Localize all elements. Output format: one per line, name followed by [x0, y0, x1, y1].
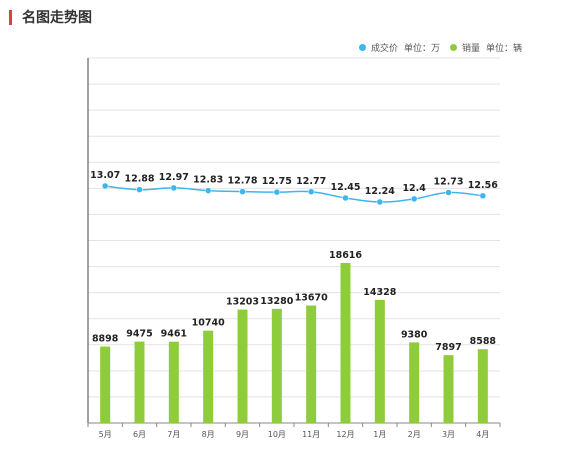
- sales-value-label: 13203: [226, 297, 259, 308]
- price-value-label: 12.88: [124, 174, 154, 185]
- legend-dot-price-icon: [358, 44, 366, 51]
- x-tick-label: 6月: [133, 430, 146, 439]
- sales-bar: [409, 342, 420, 423]
- legend-unit-sales: 单位：辆: [485, 44, 522, 54]
- price-value-label: 12.97: [159, 172, 189, 183]
- title-accent-bar: [9, 9, 12, 25]
- sales-value-label: 14328: [363, 287, 396, 298]
- chart-legend: 成交价 单位：万 销量 单位：辆: [349, 41, 522, 54]
- price-point: [410, 195, 418, 203]
- sales-value-label: 7897: [435, 342, 461, 353]
- x-tick-label: 2月: [408, 430, 421, 439]
- sales-bar: [443, 355, 454, 423]
- x-tick-label: 10月: [268, 430, 286, 439]
- price-point: [239, 188, 246, 195]
- price-value-label: 12.24: [365, 186, 395, 197]
- price-value-label: 12.73: [433, 177, 463, 188]
- sales-bar: [374, 299, 385, 423]
- sales-bar: [477, 349, 488, 423]
- price-value-label: 12.75: [262, 176, 292, 187]
- chart-header: 名图走势图: [9, 8, 92, 26]
- sales-value-label: 9380: [401, 329, 428, 340]
- sales-value-label: 13670: [295, 293, 328, 304]
- price-point: [273, 188, 281, 196]
- x-tick-label: 9月: [236, 430, 249, 439]
- x-tick-label: 3月: [442, 430, 455, 439]
- legend-unit-price: 单位：万: [403, 44, 440, 54]
- sales-value-label: 8588: [470, 336, 497, 347]
- sales-bar: [100, 346, 111, 423]
- sales-bar: [203, 330, 214, 423]
- price-point: [307, 188, 315, 196]
- x-tick-label: 11月: [302, 430, 320, 439]
- price-value-label: 13.07: [90, 170, 120, 181]
- sales-bar: [237, 309, 248, 423]
- price-point: [170, 184, 178, 192]
- price-value-label: 12.77: [296, 176, 326, 187]
- sales-value-label: 13280: [260, 296, 293, 307]
- price-point: [136, 186, 143, 193]
- price-point: [445, 189, 452, 196]
- sales-value-label: 8898: [92, 334, 119, 345]
- price-value-label: 12.56: [468, 180, 498, 191]
- sales-bar: [271, 308, 282, 423]
- x-tick-label: 1月: [373, 430, 386, 439]
- price-point: [479, 192, 487, 200]
- sales-value-label: 18616: [329, 250, 362, 261]
- sales-bar: [340, 263, 351, 423]
- x-tick-label: 5月: [99, 430, 112, 439]
- sales-bar: [134, 341, 145, 423]
- sales-value-label: 9461: [161, 329, 187, 340]
- legend-item-price[interactable]: 成交价 单位：万: [358, 41, 440, 54]
- price-point: [101, 182, 109, 190]
- chart-title: 名图走势图: [22, 10, 92, 26]
- legend-label-price: 成交价: [370, 44, 398, 54]
- price-value-label: 12.4: [402, 183, 426, 194]
- x-tick-label: 8月: [202, 430, 215, 439]
- price-point: [204, 187, 212, 194]
- price-value-label: 12.83: [193, 175, 223, 186]
- sales-value-label: 9475: [126, 329, 152, 340]
- legend-item-sales[interactable]: 销量 单位：辆: [449, 41, 522, 54]
- price-value-label: 12.45: [330, 182, 360, 193]
- sales-bar: [306, 305, 317, 423]
- sales-value-label: 10740: [192, 318, 225, 329]
- legend-dot-sales-icon: [449, 44, 457, 51]
- sales-bar: [168, 341, 179, 423]
- price-point: [342, 194, 349, 202]
- price-value-label: 12.78: [227, 176, 257, 187]
- x-tick-label: 7月: [167, 430, 180, 439]
- price-point: [376, 198, 384, 206]
- x-tick-label: 4月: [476, 430, 489, 439]
- x-tick-label: 12月: [336, 430, 354, 439]
- price-line: [105, 185, 483, 203]
- legend-label-sales: 销量: [461, 44, 480, 54]
